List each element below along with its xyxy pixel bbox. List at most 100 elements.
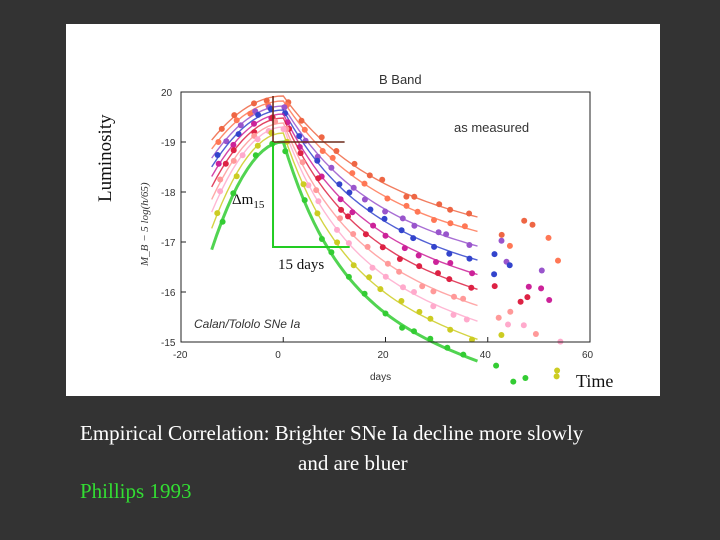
- y-tick-label: 20: [161, 88, 173, 99]
- data-point-sn-9: [214, 210, 221, 217]
- data-point-sn-4: [398, 227, 405, 234]
- late-point-sn-9: [498, 332, 505, 338]
- dm15-annotation: Δm15: [232, 192, 265, 211]
- data-point-sn-9: [314, 210, 321, 217]
- data-point-sn-8: [369, 264, 376, 271]
- data-point-sn-3: [237, 122, 244, 129]
- data-point-bright-2: [384, 195, 391, 202]
- data-point-sn-4: [466, 255, 473, 262]
- data-point-bright-1: [351, 160, 358, 167]
- y-tick-label: -16: [161, 288, 176, 299]
- data-point-sn-6: [222, 160, 229, 167]
- data-point-sn-9: [334, 239, 341, 246]
- data-point-sn-6: [396, 256, 403, 262]
- data-point-sn-7: [451, 293, 457, 300]
- data-point-bright-1: [251, 100, 257, 107]
- x-tick-label: 40: [480, 350, 492, 361]
- late-point-sn-7: [532, 331, 539, 337]
- data-point-sn-9: [350, 262, 357, 269]
- data-point-sn-3: [399, 215, 406, 222]
- data-point-bright-1: [366, 172, 373, 179]
- data-point-bright-2: [403, 202, 410, 209]
- data-point-sn-4: [235, 131, 242, 138]
- data-point-bright-1: [466, 210, 473, 217]
- data-point-sn-7: [313, 187, 320, 194]
- fifteen-day-bracket: [272, 142, 350, 248]
- late-point-sn-8: [505, 321, 511, 328]
- data-point-sn-4: [336, 181, 343, 188]
- y-tick-label: -19: [161, 138, 176, 149]
- data-point-sn-8: [334, 226, 340, 233]
- data-point-faint: [252, 152, 259, 159]
- late-point-bright-1: [529, 221, 536, 228]
- late-point-sn-6: [517, 298, 524, 305]
- caption-line-2: and are bluer: [298, 451, 408, 475]
- data-point-sn-9: [254, 142, 261, 149]
- data-point-sn-7: [337, 215, 343, 222]
- data-point-faint: [460, 351, 467, 358]
- data-point-sn-9: [233, 173, 240, 180]
- data-point-bright-1: [263, 97, 270, 104]
- data-point-sn-7: [217, 176, 224, 183]
- data-point-sn-9: [366, 274, 373, 281]
- data-point-sn-7: [364, 243, 371, 250]
- data-point-sn-6: [297, 150, 304, 157]
- late-point-bright-2: [506, 242, 513, 249]
- data-point-sn-8: [430, 303, 437, 310]
- data-point-bright-1: [436, 201, 443, 208]
- late-point-sn-7: [495, 314, 502, 321]
- late-point-bright-2: [555, 257, 561, 264]
- data-point-faint: [382, 310, 389, 317]
- late-point-sn-5: [546, 297, 553, 303]
- data-point-sn-3: [361, 196, 368, 203]
- data-point-sn-9: [300, 181, 307, 188]
- data-point-sn-6: [379, 244, 386, 251]
- data-point-sn-6: [345, 213, 351, 220]
- data-point-bright-1: [333, 148, 340, 154]
- late-point-sn-3: [538, 267, 545, 274]
- y-tick-label: -18: [161, 188, 176, 199]
- late-point-bright-1: [521, 217, 528, 224]
- data-point-sn-8: [463, 316, 470, 323]
- data-point-bright-2: [447, 220, 454, 227]
- data-point-bright-1: [379, 176, 386, 183]
- data-point-bright-2: [461, 223, 468, 230]
- data-point-sn-5: [469, 270, 476, 277]
- data-point-sn-4: [431, 243, 438, 250]
- data-point-sn-5: [382, 232, 389, 239]
- data-point-bright-2: [349, 170, 356, 177]
- data-point-bright-1: [318, 134, 325, 141]
- data-point-sn-7: [396, 268, 403, 275]
- data-point-bright-2: [215, 139, 222, 145]
- chart-panel: -20 0 20 40 60 20 -19 -18 -17 -16 -15 B Band as me…: [66, 24, 660, 396]
- data-point-sn-4: [367, 206, 374, 213]
- data-point-sn-5: [433, 259, 439, 265]
- late-point-sn-4: [491, 271, 498, 278]
- late-point-faint: [522, 375, 529, 381]
- data-point-sn-7: [350, 231, 357, 237]
- late-point-sn-3: [498, 237, 505, 244]
- data-point-sn-6: [468, 284, 475, 291]
- tick-marks: -20 0 20 40 60 20 -19 -18 -17 -16 -15: [161, 88, 594, 361]
- data-point-bright-2: [431, 217, 437, 223]
- data-point-bright-2: [247, 110, 254, 117]
- data-point-sn-5: [230, 141, 237, 148]
- annotation-as-measured: as measured: [454, 120, 529, 135]
- data-point-sn-3: [350, 184, 357, 191]
- late-point-sn-5: [525, 283, 532, 290]
- late-point-sn-9: [553, 373, 560, 380]
- data-point-sn-3: [382, 208, 389, 215]
- data-point-sn-4: [255, 111, 262, 118]
- x-tick-label: 20: [378, 350, 390, 361]
- data-point-sn-8: [400, 284, 406, 291]
- x-tick-label: 60: [582, 350, 594, 361]
- data-point-sn-6: [362, 231, 369, 238]
- data-point-sn-6: [446, 276, 453, 283]
- data-point-sn-3: [435, 229, 442, 236]
- y-tick-label: -15: [161, 338, 176, 349]
- late-point-sn-9: [554, 367, 561, 374]
- late-point-sn-8: [520, 322, 527, 329]
- data-point-sn-4: [282, 110, 289, 117]
- data-point-sn-8: [450, 311, 457, 318]
- data-point-sn-9: [469, 336, 475, 343]
